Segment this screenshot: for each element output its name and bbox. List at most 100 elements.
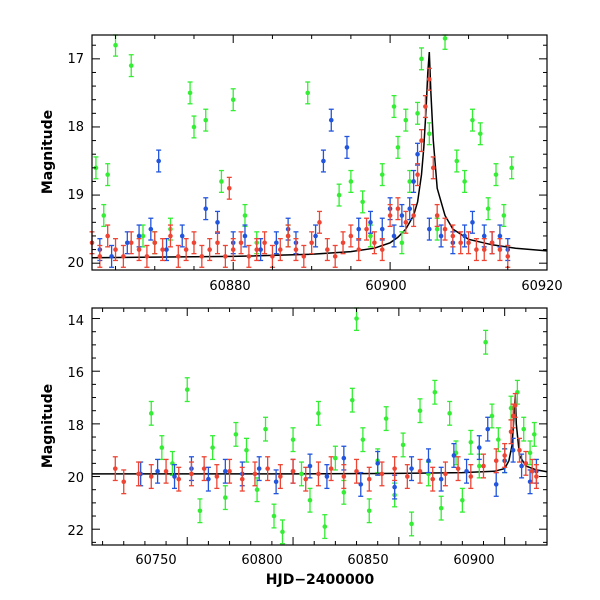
bottom-y-tick-label: 18 — [67, 419, 84, 434]
green-data-point — [148, 400, 154, 426]
blue-data-point — [426, 217, 432, 241]
red-data-point — [430, 156, 436, 180]
red-data-point — [466, 231, 472, 255]
green-data-point — [531, 421, 537, 447]
green-data-point — [218, 169, 224, 193]
red-data-point — [163, 458, 169, 484]
green-data-point — [230, 88, 236, 112]
green-data-point — [432, 379, 438, 405]
red-data-point — [473, 238, 479, 262]
blue-data-point — [415, 142, 421, 166]
red-data-point — [199, 244, 205, 268]
red-data-point — [442, 217, 448, 241]
green-data-point — [322, 514, 328, 540]
red-data-point — [392, 456, 398, 482]
red-data-point — [489, 231, 495, 255]
top-axis-ticks — [92, 35, 548, 270]
blue-data-point — [172, 464, 178, 490]
bottom-y-axis-label: Magnitude — [40, 384, 56, 468]
blue-data-point — [510, 437, 516, 463]
green-data-point — [399, 231, 405, 255]
red-data-point — [317, 210, 322, 234]
top-plot-frame — [91, 34, 548, 271]
red-data-point — [214, 464, 220, 490]
red-data-point — [417, 458, 423, 484]
green-data-point — [187, 81, 193, 105]
bottom-panel: 60750 60800 60850 60900 14 16 18 20 22 M… — [40, 307, 548, 588]
green-data-point — [489, 403, 495, 429]
green-data-point — [222, 485, 228, 511]
green-data-point — [366, 498, 372, 524]
red-data-point — [303, 466, 309, 492]
blue-data-point — [391, 224, 397, 248]
blue-data-point — [179, 224, 185, 248]
blue-data-point — [438, 224, 444, 248]
blue-data-point — [392, 474, 398, 500]
red-data-point — [332, 244, 338, 268]
blue-data-point — [328, 108, 334, 132]
blue-data-point — [203, 197, 209, 221]
red-data-point — [188, 461, 194, 487]
blue-data-point — [438, 466, 444, 492]
red-data-point — [262, 231, 268, 255]
blue-data-point — [313, 224, 319, 248]
red-data-point — [191, 231, 197, 255]
red-data-point — [152, 231, 158, 255]
bottom-x-tick-label: 60850 — [347, 553, 388, 568]
blue-data-point — [205, 466, 211, 492]
blue-data-point — [379, 217, 385, 241]
red-data-point — [167, 224, 173, 248]
green-data-point — [442, 34, 448, 50]
red-data-point — [505, 244, 511, 268]
red-data-point — [277, 238, 283, 262]
green-data-point — [101, 203, 107, 228]
top-y-tick-label: 17 — [67, 52, 84, 67]
bottom-x-tick-label: 60900 — [453, 553, 494, 568]
green-data-point — [299, 461, 305, 487]
red-data-point — [356, 238, 362, 262]
blue-data-point — [462, 224, 468, 248]
top-y-axis-label: Magnitude — [40, 110, 56, 194]
green-data-point — [305, 81, 311, 105]
red-data-point — [290, 458, 296, 484]
top-panel: 60880 60900 60920 17 18 19 20 Magnitude — [40, 34, 563, 294]
blue-data-point — [367, 210, 373, 234]
green-data-point — [336, 183, 342, 207]
green-data-point — [383, 406, 389, 432]
red-data-point — [468, 464, 474, 490]
green-data-point — [243, 437, 249, 463]
red-data-point — [395, 197, 401, 221]
red-data-point — [497, 238, 503, 262]
red-data-point — [364, 217, 370, 241]
green-data-point — [447, 400, 453, 426]
green-data-point — [271, 503, 277, 529]
red-data-point — [277, 464, 283, 490]
green-data-point — [159, 435, 165, 461]
bottom-x-tick-label: 60750 — [135, 553, 176, 568]
green-data-point — [417, 398, 423, 424]
red-data-point — [366, 466, 372, 492]
red-data-point — [309, 231, 315, 255]
red-data-point — [201, 456, 207, 482]
red-data-point — [215, 231, 221, 255]
blue-data-point — [399, 203, 405, 228]
blue-data-point — [356, 217, 362, 241]
green-data-point — [279, 519, 285, 545]
green-data-point — [315, 400, 321, 426]
red-data-point — [144, 244, 150, 268]
red-data-point — [285, 224, 291, 248]
red-data-point — [175, 244, 181, 268]
bottom-y-tick-label: 14 — [67, 314, 84, 329]
blue-data-point — [476, 435, 482, 461]
red-data-point — [458, 231, 464, 255]
red-data-point — [493, 448, 499, 474]
blue-data-point — [222, 458, 228, 484]
red-data-point — [254, 238, 260, 262]
blue-data-point — [411, 169, 417, 193]
bottom-plot-frame — [91, 307, 548, 546]
red-data-point — [136, 238, 142, 262]
green-data-point — [501, 203, 507, 228]
red-data-point — [265, 456, 271, 482]
blue-data-point — [215, 210, 221, 234]
model-curve-line — [92, 394, 548, 475]
